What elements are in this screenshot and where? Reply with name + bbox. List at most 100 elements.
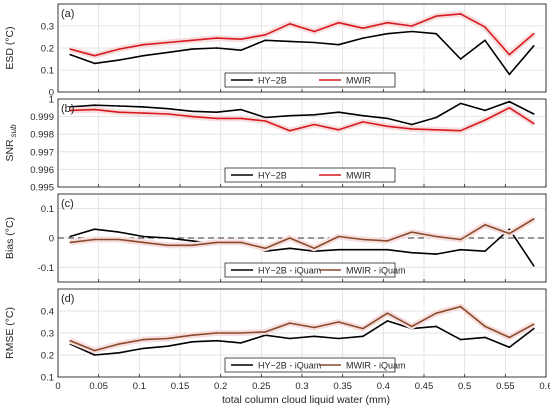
data-point <box>533 32 535 35</box>
data-point <box>459 102 462 105</box>
data-point <box>362 327 364 330</box>
series-line-1 <box>69 30 535 76</box>
data-point <box>313 247 316 250</box>
legend-label: MWIR - iQuam <box>346 266 406 276</box>
data-point <box>264 331 267 333</box>
panel-label: (b) <box>61 103 74 115</box>
x-tick-label: 0.15 <box>171 381 190 392</box>
data-point <box>508 228 511 230</box>
data-point <box>533 218 535 220</box>
data-point <box>118 231 120 233</box>
data-point <box>289 237 291 239</box>
x-tick-label: 0.1 <box>133 381 146 392</box>
data-point <box>362 27 364 30</box>
panel-label: (c) <box>61 198 74 210</box>
data-point <box>362 335 364 338</box>
data-point <box>508 336 511 339</box>
data-point <box>142 347 145 350</box>
data-point <box>313 30 316 33</box>
panel-4: 0.1 0.2 0.3 0.4 (d) RMSE (°C) HY−2B - iQuam MWI… <box>4 288 547 384</box>
x-tick-label: 0.4 <box>377 381 390 392</box>
data-point <box>191 240 193 242</box>
data-point <box>215 117 218 120</box>
series-line-2 <box>69 305 535 352</box>
data-point <box>533 122 535 125</box>
data-point <box>386 125 389 128</box>
y-axis-label-subscript: sub <box>9 124 18 137</box>
data-point <box>167 51 169 54</box>
data-point <box>435 32 438 35</box>
data-point <box>93 62 96 65</box>
data-point <box>69 53 71 56</box>
y-tick-label: 0.999 <box>30 112 54 123</box>
data-point <box>459 338 462 341</box>
data-point <box>191 115 193 118</box>
data-point <box>240 332 242 334</box>
data-point <box>215 47 218 49</box>
data-point <box>411 30 413 33</box>
y-axis-label: ESD (°C) <box>4 26 16 69</box>
data-point <box>362 248 364 251</box>
data-point <box>411 251 413 254</box>
data-point <box>215 332 218 334</box>
data-point <box>386 32 389 35</box>
data-point <box>191 39 193 42</box>
y-tick-label: 0 <box>49 234 54 245</box>
data-point <box>142 43 145 46</box>
data-point <box>411 25 413 27</box>
data-point <box>191 110 193 113</box>
x-tick-label: 0.55 <box>496 381 515 392</box>
data-point <box>508 107 511 109</box>
data-point <box>167 345 169 348</box>
data-point <box>264 116 267 119</box>
data-point <box>459 13 462 15</box>
data-point <box>93 349 96 352</box>
data-point <box>313 114 316 116</box>
x-tick-label: 0.25 <box>252 381 271 392</box>
data-point <box>118 111 120 113</box>
data-point <box>142 106 145 108</box>
data-point <box>484 119 486 121</box>
data-point <box>459 58 462 60</box>
data-point <box>411 123 413 126</box>
data-point <box>459 248 462 251</box>
data-point <box>142 235 145 238</box>
data-point <box>240 241 242 244</box>
data-point <box>435 235 438 238</box>
data-point <box>386 240 389 242</box>
y-tick-label: 0.4 <box>41 307 54 318</box>
data-point <box>484 325 486 328</box>
x-tick-label: 0.3 <box>295 381 308 392</box>
data-point <box>142 338 145 341</box>
data-point <box>69 48 71 50</box>
data-point <box>93 108 96 111</box>
data-point <box>240 108 242 111</box>
data-point <box>411 128 413 130</box>
y-axis-label: Bias (°C) <box>4 217 16 259</box>
data-point <box>386 21 389 24</box>
data-point <box>435 253 438 255</box>
legend-label: HY−2B <box>258 76 287 86</box>
data-point <box>289 40 291 43</box>
legend-label: MWIR <box>346 76 371 86</box>
series-line-2 <box>70 107 535 132</box>
data-point <box>167 244 169 247</box>
data-point <box>93 238 96 241</box>
data-point <box>118 48 120 50</box>
data-point <box>459 305 462 308</box>
data-point <box>484 26 486 28</box>
series-line-2 <box>70 218 535 250</box>
data-point <box>386 117 389 120</box>
y-tick-label: 0.997 <box>30 147 54 158</box>
data-point <box>191 341 193 343</box>
data-point <box>69 109 71 112</box>
data-point <box>533 323 535 326</box>
data-point <box>167 41 169 44</box>
data-point <box>142 241 145 244</box>
data-point <box>289 337 291 340</box>
panel-label: (a) <box>61 8 74 20</box>
y-axis-label: SNRsub <box>4 124 18 162</box>
series-line-1 <box>70 100 535 126</box>
data-point <box>118 105 120 107</box>
data-point <box>411 325 413 328</box>
